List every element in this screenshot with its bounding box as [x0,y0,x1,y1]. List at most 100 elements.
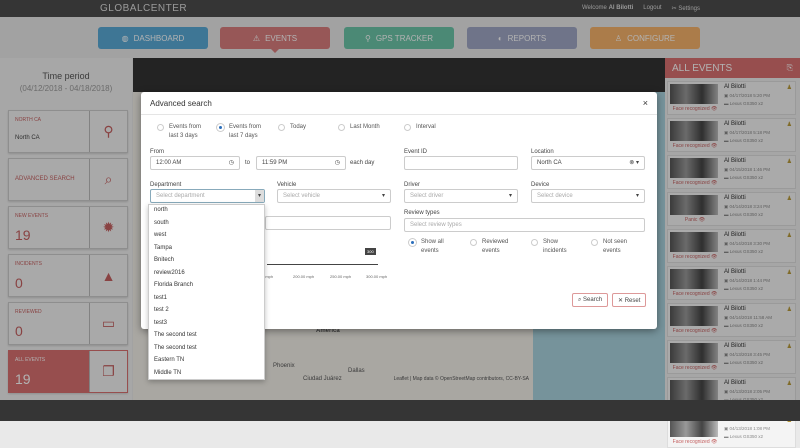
period-radio[interactable]: Events from last 3 days [157,123,201,141]
period-radio[interactable]: Events from last 7 days [217,123,261,141]
incidents-card[interactable]: INCIDENTS 0 ▲ [8,254,128,297]
user-icon[interactable]: ♟ [786,233,792,239]
nav-configure[interactable]: ♙ CONFIGURE [590,27,700,49]
clock-icon[interactable]: ◷ [228,160,234,166]
department-option[interactable]: Middle TN [154,369,182,376]
event-item[interactable]: Face recognized 👁 Al Bilotti ▣ 04/14/2018 … [667,303,796,337]
eye-icon[interactable]: 👁 [711,291,718,297]
event-id-input[interactable] [404,156,518,170]
radio-dot[interactable] [591,239,598,246]
logout-link[interactable]: Logout [643,5,662,11]
eye-icon[interactable]: 👁 [711,254,718,260]
chevron-down-icon[interactable]: ▾ [254,190,264,202]
radio-dot[interactable] [157,124,164,131]
event-thumbnail[interactable] [670,343,718,363]
department-option[interactable]: The second test [154,344,197,351]
speed-slider-handle[interactable]: 300 [365,248,376,255]
chevron-down-icon[interactable]: ▾ [508,193,512,199]
radio-dot[interactable] [404,124,411,131]
location-card-value[interactable]: North CA [15,135,40,141]
user-icon[interactable]: ♟ [786,196,792,202]
user-icon[interactable]: ♟ [786,344,792,350]
event-thumbnail[interactable] [670,380,718,400]
location-select[interactable]: North CA ⊗ ▾ [531,156,645,170]
department-select[interactable]: Select department ▾ [150,189,265,203]
reviewed-card[interactable]: REVIEWED 0 ▭ [8,302,128,345]
new-events-card[interactable]: NEW EVENTS 19 ✹ [8,206,128,249]
department-option[interactable]: test1 [154,294,168,301]
event-item[interactable]: Face recognized 👁 Al Bilotti ▣ 04/17/2018 … [667,81,796,115]
event-thumbnail[interactable] [670,121,718,141]
nav-dashboard[interactable]: ◍ DASHBOARD [98,27,208,49]
speed-slider[interactable] [267,264,378,265]
department-option[interactable]: west [154,232,167,238]
event-thumbnail[interactable] [670,195,718,215]
nav-events[interactable]: ⚠ EVENTS [220,27,330,53]
department-option[interactable]: Florida Branch [154,282,194,288]
user-icon[interactable]: ♟ [786,85,792,91]
event-item[interactable]: Panic 👁 Al Bilotti ▣ 04/14/2018 3:24 PM ▬ L… [667,192,796,226]
user-icon[interactable]: ♟ [786,381,792,387]
event-item[interactable]: Face recognized 👁 Al Bilotti ▣ 04/14/2018 … [667,266,796,300]
radio-dot[interactable] [278,124,285,131]
period-radio[interactable]: Last Month [338,123,380,132]
event-thumbnail[interactable] [670,269,718,289]
event-item[interactable]: Face recognized 👁 Al Bilotti ▣ 04/14/2018 … [667,229,796,263]
event-item[interactable]: Face recognized 👁 Al Bilotti ▣ 04/13/2018 … [667,340,796,374]
eye-icon[interactable]: 👁 [711,143,718,149]
user-icon[interactable]: ♟ [786,122,792,128]
user-icon[interactable]: ♟ [786,307,792,313]
chevron-down-icon[interactable]: ▾ [381,193,385,199]
review-radio[interactable]: Not seen events [591,238,627,256]
review-radio[interactable]: Reviewed events [470,238,508,256]
map-attribution[interactable]: Leaflet | Map data © OpenStreetMap contr… [393,376,529,382]
eye-icon[interactable]: 👁 [698,217,706,223]
department-option[interactable]: Eastern TN [154,357,185,363]
event-thumbnail[interactable] [670,306,718,326]
period-radio[interactable]: Interval [404,123,436,132]
department-option[interactable]: review2016 [154,269,185,276]
clock-icon[interactable]: ◷ [334,160,340,166]
export-icon[interactable]: ⎘ [786,63,793,72]
radio-dot[interactable] [409,239,416,246]
department-option[interactable]: The second test [154,332,197,338]
radio-dot[interactable] [531,239,538,246]
nav-reports[interactable]: ◐ REPORTS [467,27,577,49]
eye-icon[interactable]: 👁 [711,328,718,334]
radio-dot[interactable] [338,124,345,131]
advanced-search-card[interactable]: ADVANCED SEARCH ⌕ [8,158,128,201]
radio-dot[interactable] [470,239,477,246]
event-thumbnail[interactable] [670,84,718,104]
nav-gps-tracker[interactable]: ⚲ GPS TRACKER [344,27,454,49]
department-option[interactable]: north [154,207,168,213]
event-item[interactable]: Face recognized 👁 Al Bilotti ▣ 04/17/2018 … [667,118,796,152]
review-types-select[interactable]: Select review types [404,218,645,232]
department-option[interactable]: Bnitech [154,257,175,263]
user-icon[interactable]: ♟ [786,159,792,165]
from-time-input[interactable]: 12:00 AM ◷ [150,156,240,170]
to-time-input[interactable]: 11:59 PM ◷ [256,156,346,170]
settings-link[interactable]: ✂ Settings [672,5,700,12]
map-pin-icon[interactable]: ⚲ [89,111,127,152]
chevron-down-icon[interactable]: ▾ [635,193,639,199]
department-option[interactable]: south [154,219,169,226]
search-icon[interactable]: ⌕ [89,159,127,200]
close-icon[interactable]: × [642,98,648,108]
event-thumbnail[interactable] [670,158,718,178]
review-radio[interactable]: Show incidents [531,238,567,256]
eye-icon[interactable]: 👁 [711,365,718,371]
eye-icon[interactable]: 👁 [711,439,718,445]
location-card[interactable]: NORTH CA North CA ⚲ [8,110,128,153]
radio-dot[interactable] [217,124,224,131]
eye-icon[interactable]: 👁 [711,180,718,186]
event-thumbnail[interactable] [670,232,718,252]
clear-and-chevron-down-icon[interactable]: ⊗ ▾ [629,160,639,166]
event-item[interactable]: Face recognized 👁 Al Bilotti ▣ 04/15/2018 … [667,155,796,189]
period-radio[interactable]: Today [278,123,306,132]
device-select[interactable]: Select device ▾ [531,189,645,203]
eye-icon[interactable]: 👁 [711,106,718,112]
department-option[interactable]: Tampa [154,244,173,251]
department-option[interactable]: test3 [154,319,168,326]
reset-button[interactable]: ✕ Reset [612,293,647,307]
user-icon[interactable]: ♟ [786,270,792,276]
